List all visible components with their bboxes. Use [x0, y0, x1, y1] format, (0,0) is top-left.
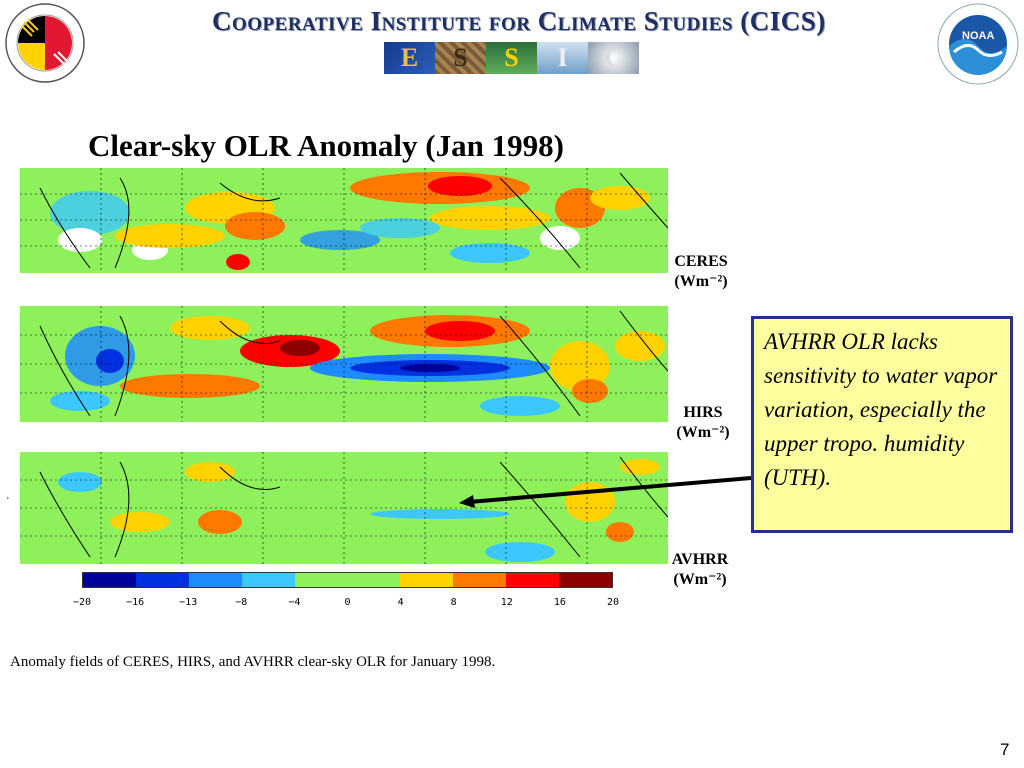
- slide-title: Clear-sky OLR Anomaly (Jan 1998): [88, 128, 564, 163]
- stray-mark: ': [7, 496, 9, 507]
- avhrr-anomaly-map: [20, 452, 668, 564]
- esic-tile-s2: S: [486, 42, 537, 74]
- colorbar-tick-label: 8: [450, 597, 457, 608]
- colorbar-segment: [294, 573, 348, 587]
- figure-caption: Anomaly fields of CERES, HIRS, and AVHRR…: [10, 654, 496, 670]
- university-of-maryland-logo: [4, 2, 86, 84]
- ceres-label-name: CERES: [674, 253, 728, 270]
- colorbar-tick-label: −20: [72, 597, 92, 608]
- noaa-logo: NOAA: [936, 2, 1020, 86]
- colorbar-tick-label: 16: [553, 597, 566, 608]
- colorbar-tick-label: 0: [344, 597, 351, 608]
- colorbar-segment: [83, 573, 136, 587]
- colorbar-tick-label: 12: [500, 597, 513, 608]
- colorbar-segment: [135, 573, 189, 587]
- noaa-logo-text: NOAA: [962, 30, 995, 42]
- esic-tile-c: C: [588, 42, 639, 74]
- colorbar-tick-label: −16: [126, 597, 145, 608]
- avhrr-label-unit: (Wm⁻²): [673, 571, 727, 588]
- avhrr-label-name: AVHRR: [671, 551, 729, 568]
- colorbar-tick-label: −13: [179, 597, 198, 608]
- colorbar-segment: [241, 573, 295, 587]
- esic-tile-e: E: [384, 42, 435, 74]
- esic-tile-i: I: [537, 42, 588, 74]
- colorbar-segment: [453, 573, 507, 587]
- hirs-label-name: HIRS: [683, 404, 723, 421]
- arrow-icon: [459, 476, 752, 508]
- colorbar: [82, 572, 613, 588]
- esic-logo-strip: E S S I C: [384, 42, 640, 74]
- colorbar-segment: [188, 573, 242, 587]
- colorbar-segment: [347, 573, 401, 587]
- avhrr-label: AVHRR (Wm⁻²): [662, 550, 738, 590]
- colorbar-tick-label: −4: [288, 597, 301, 608]
- colorbar-tick-label: 4: [397, 597, 404, 608]
- page-number: 7: [1000, 740, 1010, 759]
- colorbar-segment: [400, 573, 454, 587]
- colorbar-segment: [506, 573, 560, 587]
- colorbar-segment: [559, 573, 613, 587]
- callout-box: AVHRR OLR lacks sensitivity to water vap…: [751, 316, 1013, 533]
- colorbar-tick-label: 20: [606, 597, 620, 608]
- hirs-label: HIRS (Wm⁻²): [668, 403, 738, 443]
- esic-tile-s1: S: [435, 42, 486, 74]
- colorbar-tick-label: −8: [235, 597, 248, 608]
- ceres-label: CERES (Wm⁻²): [666, 252, 736, 292]
- header-title: Cooperative Institute for Climate Studie…: [212, 6, 826, 36]
- hirs-label-unit: (Wm⁻²): [676, 424, 730, 441]
- hirs-anomaly-map: [20, 306, 668, 422]
- ceres-label-unit: (Wm⁻²): [674, 273, 728, 290]
- callout-text: AVHRR OLR lacks sensitivity to water vap…: [764, 329, 998, 490]
- ceres-anomaly-map: [20, 168, 668, 273]
